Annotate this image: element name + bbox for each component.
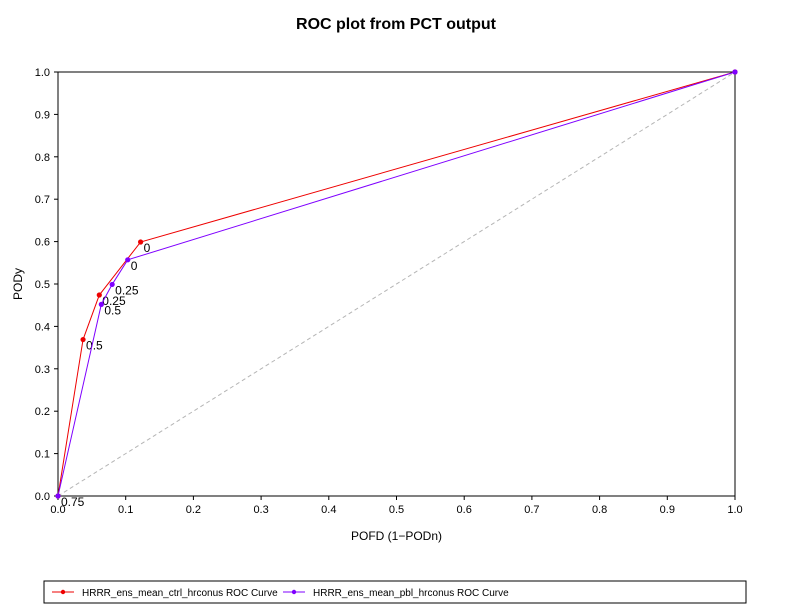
point-label: 0.25	[115, 283, 139, 297]
data-point	[109, 281, 115, 288]
legend: HRRR_ens_mean_ctrl_hrconus ROC Curve HRRR…	[43, 580, 747, 604]
y-tick-label: 0.3	[35, 364, 50, 376]
legend-entry: HRRR_ens_mean_pbl_hrconus ROC Curve	[313, 588, 509, 599]
x-tick-label: 0.1	[118, 504, 133, 516]
y-axis-label: PODy	[11, 268, 25, 300]
data-point	[732, 69, 738, 75]
x-tick-label: 0.0	[50, 504, 65, 516]
x-tick-label: 0.5	[389, 504, 404, 516]
point-label: 0	[144, 241, 151, 255]
y-tick-label: 1.0	[35, 67, 50, 79]
y-tick-label: 0.0	[35, 491, 50, 503]
x-tick-label: 0.2	[186, 504, 201, 516]
y-tick-label: 0.8	[35, 152, 50, 164]
legend-box	[43, 580, 747, 604]
legend-swatch-marker	[291, 589, 297, 595]
y-axis: 0.0 0.1 0.2 0.3 0.4 0.5 0.6 0.7 0.8 0.9 1.0	[35, 67, 58, 503]
y-tick-label: 0.4	[35, 321, 50, 333]
x-tick-label: 0.8	[592, 504, 607, 516]
x-tick-label: 0.7	[524, 504, 539, 516]
y-tick-label: 0.9	[35, 109, 50, 121]
series-2: 0.50.250	[55, 69, 738, 499]
reference-diagonal	[57, 71, 736, 497]
y-tick-label: 0.7	[35, 194, 50, 206]
point-label: 0.25	[102, 294, 126, 308]
point-label: 0	[131, 259, 138, 273]
x-tick-label: 0.6	[457, 504, 472, 516]
data-point	[55, 493, 61, 499]
series-1: 0.750.50.250	[55, 69, 738, 509]
point-label: 0.5	[86, 339, 103, 353]
y-tick-label: 0.5	[35, 279, 50, 291]
data-point	[98, 301, 104, 307]
legend-swatch-marker	[60, 589, 66, 595]
x-tick-label: 1.0	[727, 504, 742, 516]
x-axis: 0.0 0.1 0.2 0.3 0.4 0.5 0.6 0.7 0.8 0.9 1.0	[50, 496, 743, 516]
reference-line	[57, 71, 736, 497]
point-label: 0.5	[104, 303, 121, 317]
legend-entry: HRRR_ens_mean_ctrl_hrconus ROC Curve	[82, 588, 278, 599]
data-point	[96, 292, 102, 298]
y-tick-label: 0.1	[35, 449, 50, 461]
data-point	[80, 336, 86, 343]
chart-title: ROC plot from PCT output	[296, 16, 497, 33]
x-tick-label: 0.9	[660, 504, 675, 516]
y-tick-label: 0.6	[35, 237, 50, 249]
y-tick-label: 0.2	[35, 406, 50, 418]
data-point	[137, 239, 144, 245]
data-point	[125, 257, 131, 263]
x-tick-label: 0.4	[321, 504, 336, 516]
x-axis-label: POFD (1−PODn)	[351, 529, 442, 543]
point-label: 0.75	[61, 495, 85, 509]
legend-items: HRRR_ens_mean_ctrl_hrconus ROC Curve HRRR…	[52, 588, 509, 599]
x-tick-label: 0.3	[253, 504, 268, 516]
